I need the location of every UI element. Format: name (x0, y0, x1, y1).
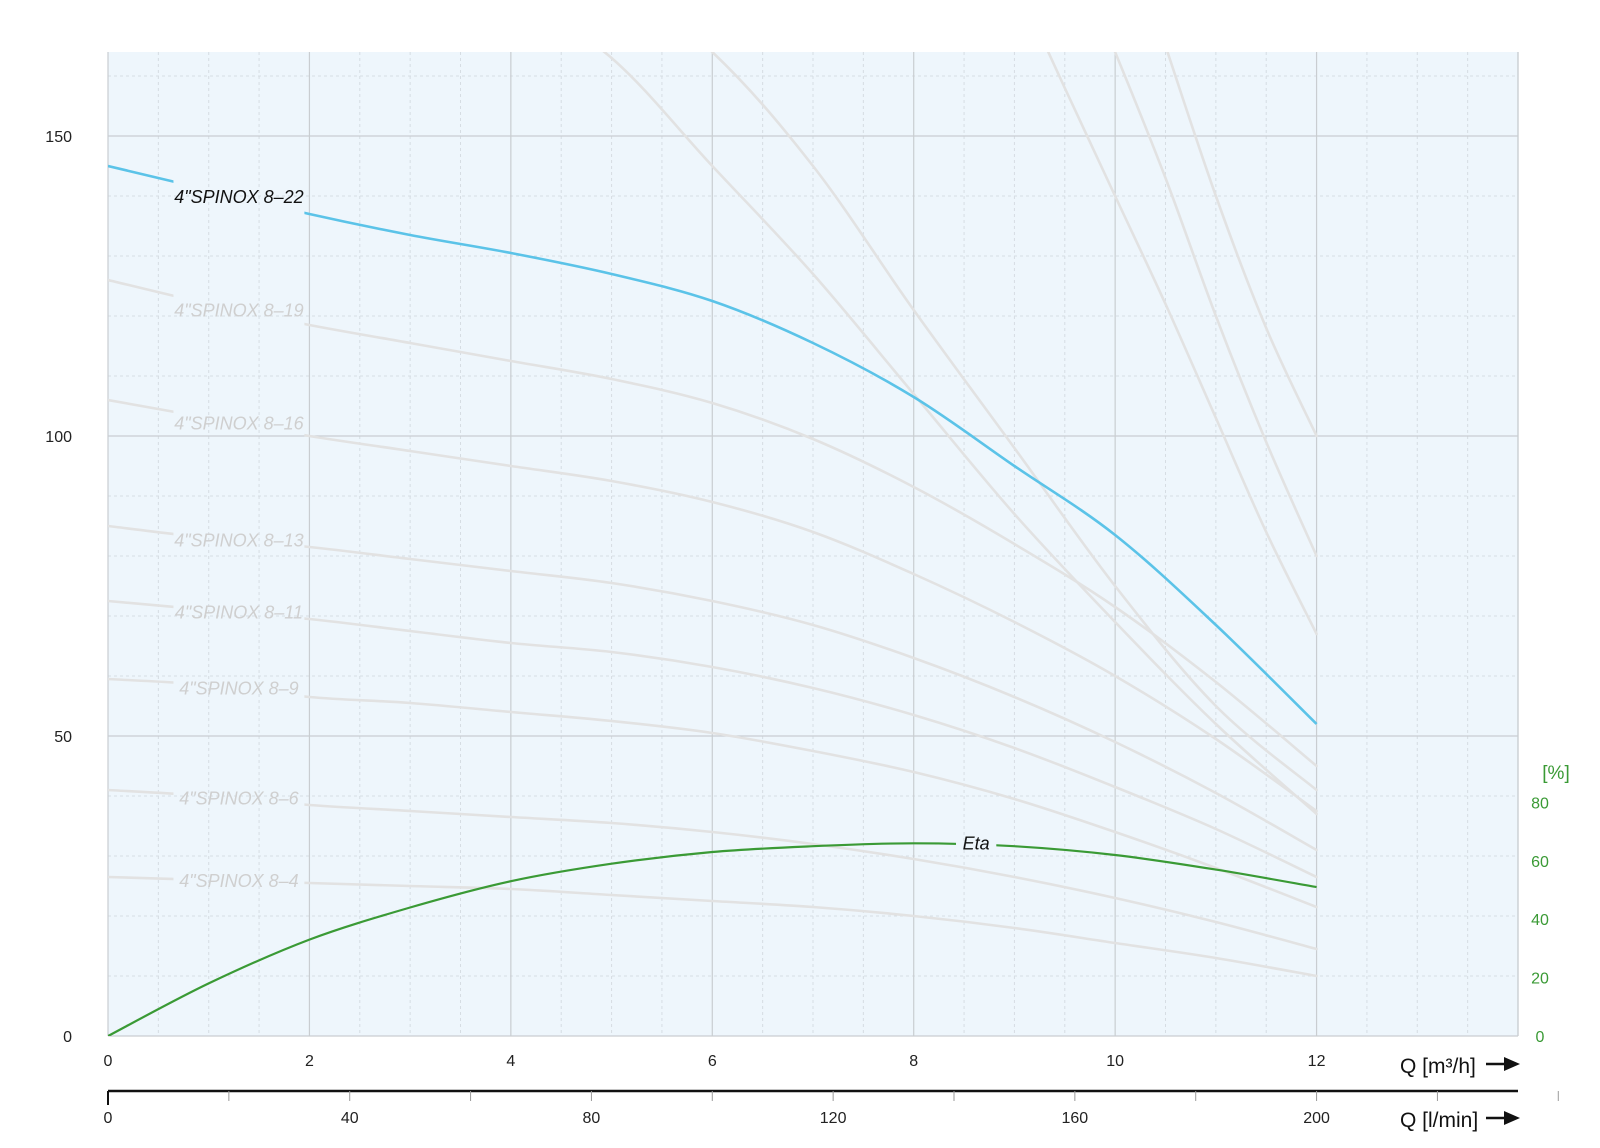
x2-axis-arrow-head (1504, 1111, 1520, 1125)
pump-curve-3 (108, 398, 1318, 813)
curves (108, 52, 1318, 1036)
y2-tick-label: 40 (1531, 912, 1549, 929)
curve-label: 4"SPINOX 8–16 (174, 413, 304, 433)
x2-tick-label: 80 (583, 1110, 601, 1127)
pump-curve-6 (108, 677, 1318, 909)
x-tick-label: 6 (708, 1053, 717, 1070)
curve-label: 4"SPINOX 8–13 (174, 531, 303, 551)
x2-tick-label: 40 (341, 1110, 359, 1127)
y-tick-label: 50 (54, 729, 72, 746)
pump-curve-11 (1046, 52, 1318, 636)
x2-tick-label: 0 (104, 1110, 113, 1127)
pump-curve-7 (108, 788, 1318, 951)
x2-tick-label: 200 (1303, 1110, 1330, 1127)
pump-curve-2 (108, 278, 1318, 768)
y-tick-label: 100 (45, 429, 72, 446)
curve-label: 4"SPINOX 8–19 (174, 300, 303, 320)
y2-tick-label: 60 (1531, 854, 1549, 871)
x-axis-title: Q [m³/h] (1400, 1055, 1476, 1078)
x-tick-label: 4 (506, 1053, 515, 1070)
eta-label: Eta (963, 833, 990, 853)
pump-curve-highlight (108, 164, 1318, 725)
grid-major (107, 52, 1519, 1037)
curve-label: 4"SPINOX 8–22 (174, 187, 303, 207)
x2-tick-label: 160 (1062, 1110, 1089, 1127)
x-tick-label: 0 (104, 1053, 113, 1070)
axis-titles: Q [m³/h] Q [l/min] [%] (1400, 763, 1570, 1132)
curve-label: 4"SPINOX 8–11 (175, 603, 303, 623)
grid-minor (108, 52, 1518, 1036)
eta-curve (108, 842, 1317, 1036)
pump-curve-4 (108, 524, 1318, 852)
y2-tick-label: 80 (1531, 795, 1549, 812)
y2-tick-label: 20 (1531, 971, 1549, 988)
pump-curve-9 (602, 52, 1318, 816)
curve-label: 4"SPINOX 8–6 (179, 789, 299, 809)
x2-axis-title: Q [l/min] (1400, 1109, 1478, 1132)
pump-curve-5 (108, 599, 1318, 879)
pump-curve-10 (710, 52, 1318, 792)
x2-tick-label: 120 (820, 1110, 847, 1127)
x-axis-arrow-head (1504, 1057, 1520, 1071)
x-tick-label: 2 (305, 1053, 314, 1070)
y2-tick-label: 0 (1536, 1029, 1545, 1046)
curve-labels: 4"SPINOX 8–22 4"SPINOX 8–19 4"SPINOX 8–16 4… (174, 187, 989, 891)
pump-curve-8 (108, 875, 1318, 978)
x-tick-label: 10 (1106, 1053, 1124, 1070)
pump-curve-12 (1113, 52, 1318, 558)
y2-axis-title: [%] (1542, 763, 1569, 784)
curve-label: 4"SPINOX 8–4 (179, 871, 298, 891)
x-tick-label: 8 (909, 1053, 918, 1070)
curve-label: 4"SPINOX 8–9 (179, 679, 298, 699)
pump-curve-13 (1166, 52, 1318, 438)
y-tick-label: 150 (45, 129, 72, 146)
y-tick-label: 0 (63, 1029, 72, 1046)
x-tick-label: 12 (1308, 1053, 1326, 1070)
